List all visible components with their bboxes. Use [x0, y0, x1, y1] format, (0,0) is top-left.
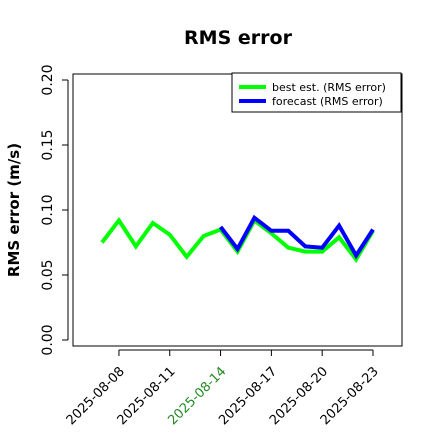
y-tick-label: 0.20 [40, 64, 56, 95]
y-axis-label: RMS error (m/s) [5, 143, 23, 277]
legend-box [231, 72, 402, 113]
legend-label-1: forecast (RMS error) [272, 95, 383, 108]
y-axis: 0.00 0.05 0.10 0.15 0.20 [40, 64, 69, 356]
series-layer [100, 214, 375, 263]
x-axis: 2025-08-082025-08-112025-08-142025-08-17… [64, 349, 382, 428]
y-tick-label: 0.00 [40, 324, 56, 355]
y-tick-label: 0.15 [40, 129, 56, 160]
legend-label-0: best est. (RMS error) [272, 81, 386, 94]
series-line-1 [219, 214, 375, 260]
y-tick-label: 0.05 [40, 259, 56, 290]
legend: best est. (RMS error)forecast (RMS error… [231, 72, 402, 113]
plot-area-frame [72, 73, 403, 347]
chart-title: RMS error [184, 27, 293, 49]
series-line-0 [100, 216, 375, 263]
y-tick-label: 0.10 [40, 194, 56, 225]
